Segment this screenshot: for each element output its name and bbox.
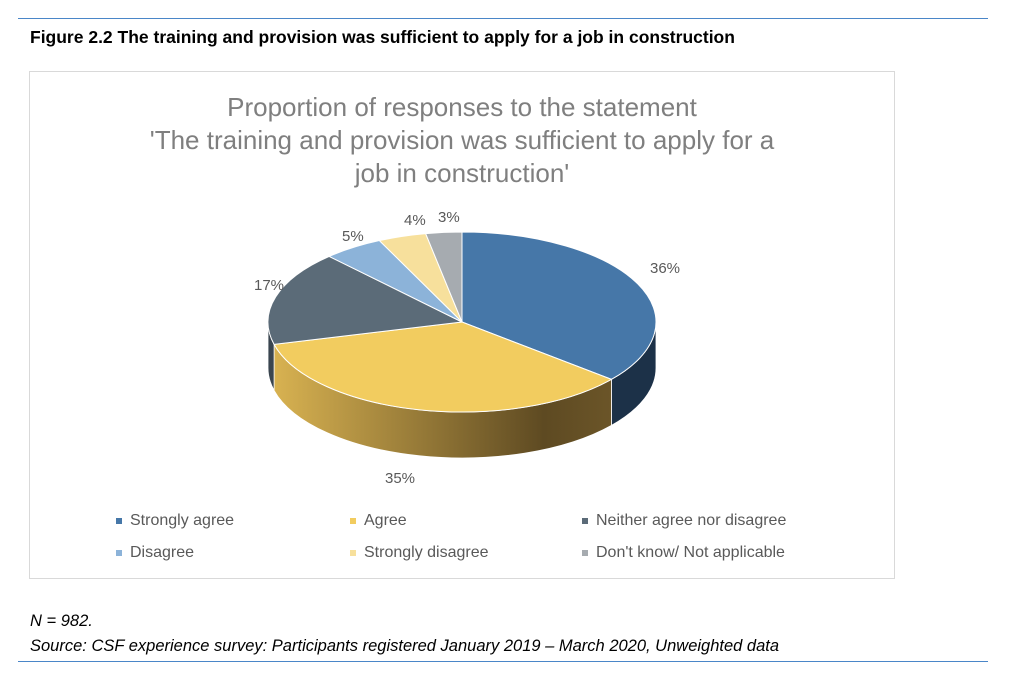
legend-item-strongly-agree: Strongly agree xyxy=(116,512,234,530)
pie-slice-neither-agree-nor-disagree xyxy=(267,255,464,345)
legend-swatch xyxy=(116,550,122,556)
pie-slice-agree xyxy=(273,321,613,413)
legend-item-strongly-disagree: Strongly disagree xyxy=(350,544,489,562)
legend-swatch xyxy=(116,518,122,524)
legend-swatch xyxy=(582,550,588,556)
legend-label: Strongly disagree xyxy=(364,544,489,561)
chart-title: Proportion of responses to the statement… xyxy=(0,91,924,190)
legend-swatch xyxy=(582,518,588,524)
source-note: Source: CSF experience survey: Participa… xyxy=(30,637,780,655)
legend-item-agree: Agree xyxy=(350,512,407,530)
sample-size-note: N = 982. xyxy=(30,612,93,630)
legend-item-disagree: Disagree xyxy=(116,544,194,562)
chart-title-line: Proportion of responses to the statement xyxy=(227,92,697,122)
data-label: 36% xyxy=(650,260,680,277)
legend-swatch xyxy=(350,518,356,524)
figure-title: Figure 2.2 The training and provision wa… xyxy=(30,27,735,47)
legend-label: Strongly agree xyxy=(130,512,235,529)
data-label: 3% xyxy=(438,209,460,226)
data-label: 17% xyxy=(254,277,284,294)
pie-slice-strongly-agree xyxy=(461,231,657,380)
legend-item-neither: Neither agree nor disagree xyxy=(582,512,786,530)
legend-item-dont-know: Don't know/ Not applicable xyxy=(582,544,785,562)
chart-title-line: 'The training and provision was sufficie… xyxy=(149,125,775,155)
legend-label: Disagree xyxy=(130,544,195,561)
pie-slice-don-t-know-not-applicable xyxy=(424,231,463,323)
data-label: 4% xyxy=(404,212,426,229)
chart-title-line: job in construction' xyxy=(354,158,570,188)
data-label: 35% xyxy=(385,470,415,487)
bottom-rule xyxy=(18,661,988,662)
data-label: 5% xyxy=(342,228,364,245)
top-rule xyxy=(18,18,988,19)
legend-label: Agree xyxy=(364,512,407,529)
legend-swatch xyxy=(350,550,356,556)
legend-label: Don't know/ Not applicable xyxy=(596,544,785,561)
legend-label: Neither agree nor disagree xyxy=(596,512,787,529)
